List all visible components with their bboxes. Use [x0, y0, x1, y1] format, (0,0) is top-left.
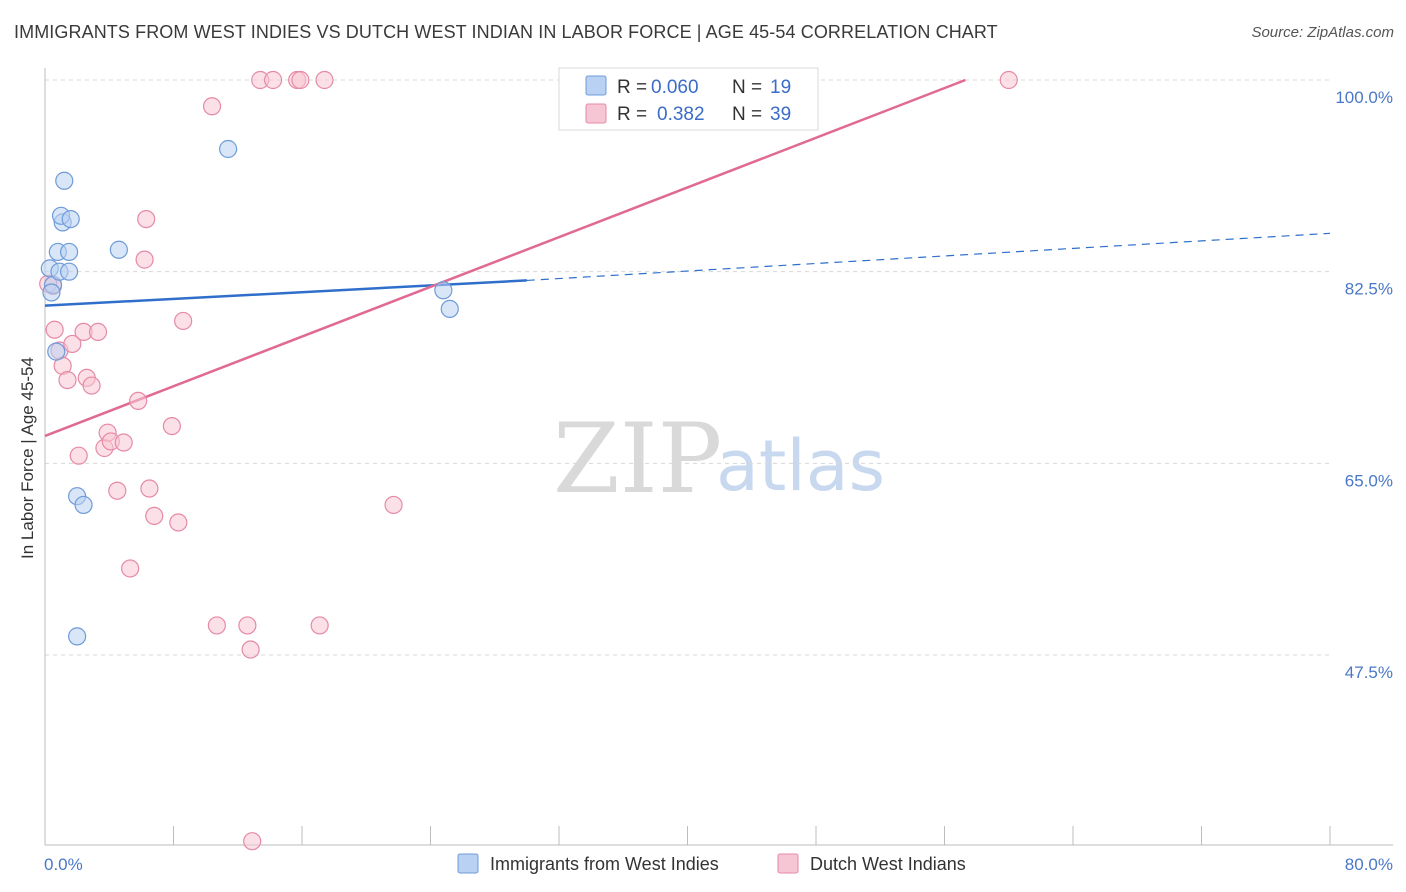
pink-point	[121, 559, 140, 578]
x-tick-label: 0.0%	[44, 855, 83, 874]
pink-point	[243, 832, 262, 851]
legend-n-value-1: 19	[770, 77, 791, 98]
series-legend-swatch-blue	[457, 853, 479, 874]
pink-point	[238, 616, 257, 635]
pink-point	[114, 433, 133, 452]
legend-swatch-blue	[585, 75, 607, 96]
legend-r-label-2: R =	[617, 104, 647, 125]
pink-point	[291, 70, 310, 90]
y-tick-labels: 47.5% 65.0% 82.5% 100.0%	[1335, 88, 1393, 682]
x-tick-label: 80.0%	[1345, 855, 1393, 874]
pink-point	[108, 481, 127, 500]
chart-source: Source: ZipAtlas.com	[1251, 24, 1394, 41]
watermark: ZIP atlas	[553, 403, 885, 515]
blue-point	[68, 627, 87, 646]
blue-point	[219, 139, 238, 159]
pink-point	[315, 70, 334, 90]
pink-point	[135, 250, 154, 269]
pink-point	[202, 97, 222, 116]
legend-r-value-2: 0.382	[657, 104, 705, 125]
legend-r-value-1: 0.060	[651, 77, 699, 98]
pink-point	[169, 513, 188, 532]
blue-point	[440, 299, 459, 319]
blue-point	[42, 283, 61, 302]
blue-trend-extension	[526, 232, 1331, 282]
pink-point	[140, 479, 159, 498]
pink-point	[58, 370, 77, 390]
blue-point	[59, 262, 79, 281]
x-tick-labels: 0.0% 80.0%	[44, 855, 1393, 874]
pink-point	[162, 416, 181, 436]
pink-point	[88, 322, 108, 342]
y-tick-label: 65.0%	[1345, 471, 1393, 490]
watermark-zip: ZIP	[553, 403, 722, 515]
pink-point	[82, 376, 101, 395]
blue-point	[59, 242, 79, 262]
series-legend: Immigrants from West Indies Dutch West I…	[457, 853, 966, 874]
series-legend-label-pink: Dutch West Indians	[810, 854, 966, 874]
y-tick-label: 47.5%	[1345, 663, 1393, 682]
pink-point	[207, 616, 226, 635]
blue-point	[47, 342, 66, 361]
gridlines	[45, 79, 1330, 656]
pink-point	[263, 70, 283, 90]
legend-n-label-2: N =	[732, 104, 762, 125]
data-points	[39, 70, 1018, 851]
trend-lines	[44, 78, 1331, 438]
legend-n-label-1: N =	[732, 77, 762, 98]
axes	[44, 68, 1393, 846]
watermark-atlas: atlas	[716, 425, 885, 507]
legend-r-label-1: R =	[617, 77, 647, 98]
pink-point	[241, 640, 260, 659]
pink-point	[45, 320, 64, 339]
pink-trend-line	[44, 78, 966, 438]
blue-point	[55, 171, 74, 190]
blue-point	[61, 209, 80, 229]
series-legend-swatch-pink	[777, 853, 799, 874]
pink-point	[174, 311, 193, 331]
pink-point	[69, 446, 88, 465]
correlation-legend: R = 0.060 N = 19 R = 0.382 N = 39	[558, 67, 819, 131]
pink-point	[310, 616, 329, 635]
pink-point	[999, 70, 1018, 90]
pink-point	[63, 334, 82, 354]
legend-n-value-2: 39	[770, 104, 791, 125]
pink-point	[137, 209, 156, 229]
series-legend-label-blue: Immigrants from West Indies	[490, 854, 719, 874]
blue-point	[109, 240, 128, 259]
legend-swatch-pink	[585, 103, 607, 124]
pink-point	[145, 506, 164, 526]
pink-point	[129, 391, 148, 411]
blue-point	[434, 281, 453, 300]
chart-title: IMMIGRANTS FROM WEST INDIES VS DUTCH WES…	[14, 22, 998, 42]
y-tick-label: 82.5%	[1345, 280, 1393, 299]
y-tick-label: 100.0%	[1335, 88, 1393, 107]
blue-point	[74, 495, 93, 515]
pink-point	[384, 495, 403, 515]
